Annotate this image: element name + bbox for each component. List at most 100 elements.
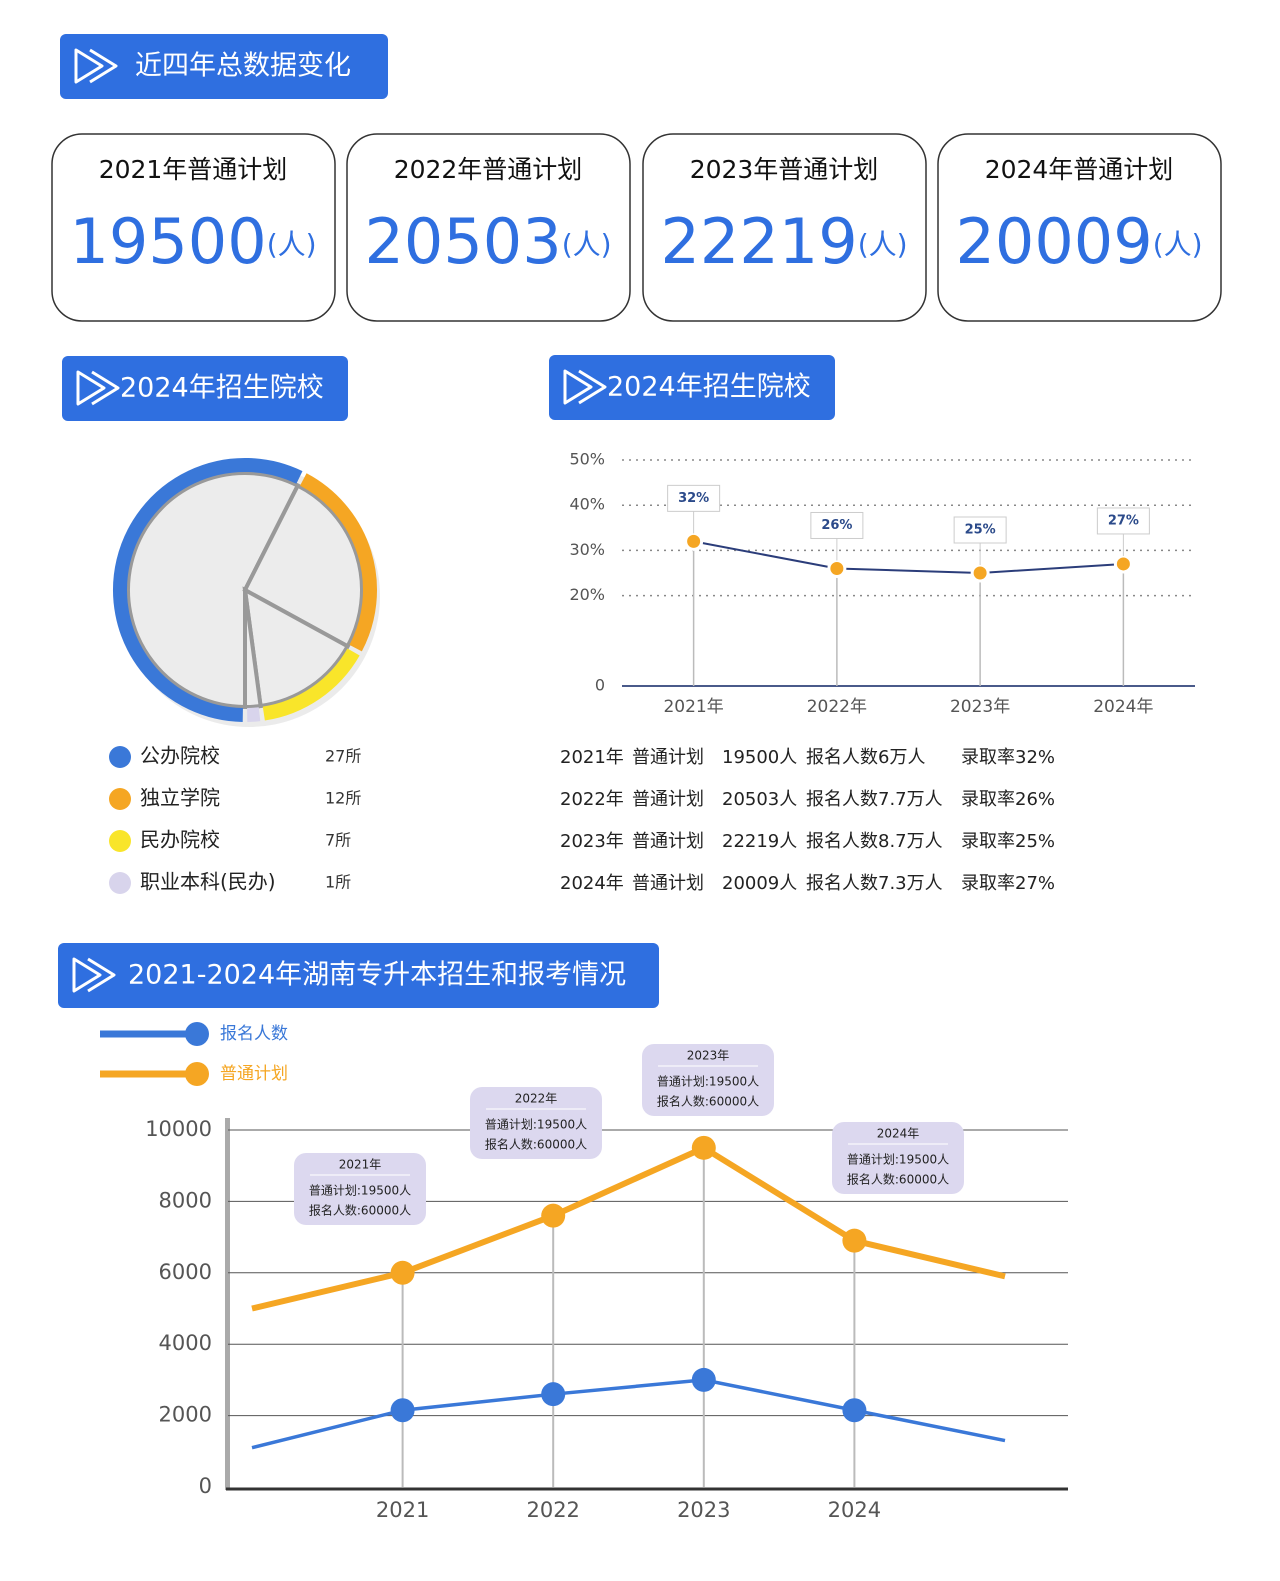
x-tick-label: 2023: [677, 1498, 730, 1522]
series-line: [251, 1378, 1006, 1450]
play-icon: [72, 957, 116, 993]
x-tick-label: 2022年: [807, 697, 867, 717]
play-icon: [74, 48, 118, 84]
annotation-box: [642, 1044, 774, 1116]
value-label-box: [810, 511, 864, 539]
y-tick-label: 6000: [159, 1260, 212, 1284]
y-tick-label: 10000: [145, 1117, 212, 1141]
y-tick-label: 8000: [159, 1188, 212, 1212]
annotation-line: 普通计划:19500人: [657, 1075, 759, 1089]
card-value: 19500: [69, 205, 266, 278]
table-cell: 20503人: [722, 789, 797, 810]
point: [842, 1228, 867, 1253]
y-tick-label: 20%: [569, 585, 605, 604]
point: [691, 1367, 716, 1392]
card-title: 2024年普通计划: [985, 155, 1174, 184]
annotation-line: 普通计划:19500人: [485, 1118, 587, 1132]
legend-value: 27所: [325, 747, 361, 766]
x-tick-label: 2024年: [1093, 697, 1153, 717]
series-line: [251, 1144, 1006, 1312]
legend-dot: [109, 830, 131, 852]
section-banner: [549, 355, 835, 420]
card-title: 2021年普通计划: [99, 155, 288, 184]
annotation-box: [832, 1122, 964, 1194]
x-tick-label: 2022: [526, 1498, 579, 1522]
card-unit: (人): [562, 228, 612, 261]
section-banner: [62, 356, 348, 421]
point: [827, 558, 847, 578]
legend-dot: [109, 746, 131, 768]
annotation-box: [294, 1153, 426, 1225]
pie-slice: [126, 471, 301, 710]
annotation-line: 报名人数:60000人: [309, 1203, 411, 1218]
annotation-title: 2021年: [339, 1158, 382, 1172]
table-cell: 录取率25%: [961, 831, 1055, 852]
table-cell: 2021年: [560, 747, 624, 768]
table-cell: 19500人: [722, 747, 797, 768]
table-cell: 报名人数7.7万人: [806, 789, 943, 810]
point: [684, 531, 704, 551]
annotation-title: 2024年: [877, 1127, 920, 1141]
card-unit: (人): [1153, 228, 1203, 261]
y-tick-label: 30%: [569, 540, 605, 559]
card-value: 20009: [955, 205, 1152, 278]
annotation-line: 报名人数:60000人: [847, 1172, 949, 1187]
card-value-line: 19500(人): [69, 205, 316, 278]
table-cell: 录取率27%: [961, 873, 1055, 894]
point: [390, 1260, 415, 1285]
play-icon: [563, 369, 607, 405]
point: [970, 563, 990, 583]
table-cell: 报名人数8.7万人: [806, 831, 943, 852]
section-banner: [58, 943, 659, 1008]
value-label: 26%: [821, 518, 852, 533]
value-label-box: [1096, 507, 1150, 535]
legend-label: 报名人数: [220, 1024, 288, 1044]
point: [842, 1398, 867, 1423]
value-label: 32%: [678, 491, 709, 506]
section-title: 2024年招生院校: [120, 373, 324, 404]
play-icon: [76, 370, 120, 406]
table-cell: 普通计划: [632, 789, 704, 810]
value-label-box: [953, 516, 1007, 544]
annotation-title: 2022年: [515, 1092, 558, 1106]
card-value: 22219: [660, 205, 857, 278]
section-title: 近四年总数据变化: [135, 51, 351, 82]
y-tick-label: 40%: [569, 495, 605, 514]
pie-slice: [242, 482, 364, 649]
legend-label: 普通计划: [220, 1064, 288, 1084]
value-label: 25%: [965, 523, 996, 538]
table-cell: 报名人数6万人: [806, 747, 925, 768]
legend-dot: [185, 1062, 209, 1086]
value-label-box: [667, 484, 721, 512]
x-tick-label: 2021年: [663, 697, 723, 717]
y-tick-label: 4000: [159, 1331, 212, 1355]
annotation-line: 报名人数:60000人: [657, 1094, 759, 1109]
annotation-line: 报名人数:60000人: [485, 1137, 587, 1152]
pie-rim: [262, 648, 360, 721]
section-banner: [60, 34, 388, 99]
pie-rim: [299, 473, 377, 652]
annotation-line: 普通计划:19500人: [309, 1184, 411, 1198]
pie-slice: [242, 586, 351, 709]
table-cell: 录取率26%: [961, 789, 1055, 810]
card-value: 20503: [364, 205, 561, 278]
pie-rim: [246, 707, 261, 722]
pie-slice: [243, 589, 263, 710]
legend-dot: [109, 872, 131, 894]
x-tick-label: 2021: [376, 1498, 429, 1522]
line: [693, 540, 1124, 575]
card-title: 2022年普通计划: [394, 155, 583, 184]
legend-label: 公办院校: [140, 744, 220, 768]
legend-value: 7所: [325, 831, 351, 850]
legend-dot: [109, 788, 131, 810]
annotation-title: 2023年: [687, 1049, 730, 1063]
legend-label: 独立学院: [140, 786, 220, 810]
legend-label: 民办院校: [140, 828, 220, 852]
table-cell: 2024年: [560, 873, 624, 894]
point: [541, 1203, 566, 1228]
point: [1113, 554, 1133, 574]
card: [51, 133, 336, 322]
table-cell: 录取率32%: [961, 747, 1055, 768]
legend-label: 职业本科(民办): [140, 870, 276, 894]
